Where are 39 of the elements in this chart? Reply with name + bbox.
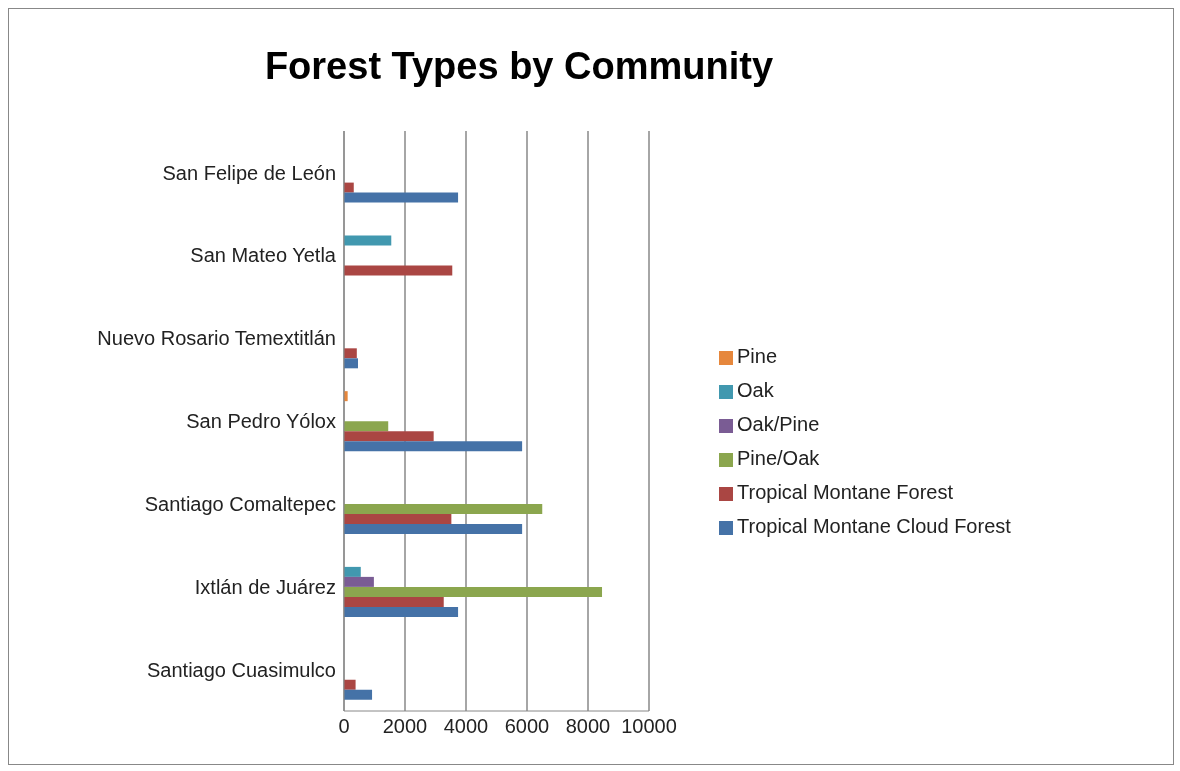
bar (344, 606, 459, 617)
chart-title: Forest Types by Community (263, 45, 775, 88)
bar (344, 586, 603, 597)
y-tick-label: Ixtlán de Juárez (194, 575, 336, 598)
y-tick-label: San Mateo Yetla (190, 244, 337, 267)
bar (344, 348, 357, 359)
bar (344, 431, 434, 442)
bar (344, 524, 523, 535)
bar (344, 265, 453, 276)
bar (344, 689, 373, 700)
legend-label: Pine (737, 345, 778, 367)
bar (344, 421, 389, 432)
bar (344, 182, 354, 193)
legend-label: Oak/Pine (737, 413, 820, 435)
y-tick-label: Nuevo Rosario Temextitlán (97, 327, 336, 350)
bar (344, 576, 374, 587)
x-tick-label: 2000 (382, 715, 428, 738)
legend-label: Tropical Montane Cloud Forest (737, 515, 1011, 537)
bar (344, 358, 359, 369)
legend-label: Pine/Oak (737, 447, 820, 469)
bar (344, 235, 392, 246)
bar (344, 441, 523, 452)
x-tick-label: 8000 (565, 715, 611, 738)
bar (344, 192, 459, 203)
legend-label: Tropical Montane Forest (737, 481, 954, 503)
y-tick-label: San Pedro Yólox (186, 410, 336, 433)
bar (344, 679, 356, 690)
bar (344, 504, 543, 515)
y-tick-label: Santiago Comaltepec (144, 492, 336, 515)
x-tick-label: 10000 (621, 715, 677, 738)
x-tick-label: 0 (338, 715, 350, 738)
bar (344, 566, 361, 577)
x-tick-label: 6000 (504, 715, 550, 738)
y-tick-label: Santiago Cuasimulco (147, 658, 336, 681)
bar (344, 514, 452, 525)
bar (344, 596, 444, 607)
y-tick-label: San Felipe de León (162, 161, 336, 184)
legend-label: Oak (737, 379, 774, 401)
x-tick-label: 4000 (443, 715, 489, 738)
